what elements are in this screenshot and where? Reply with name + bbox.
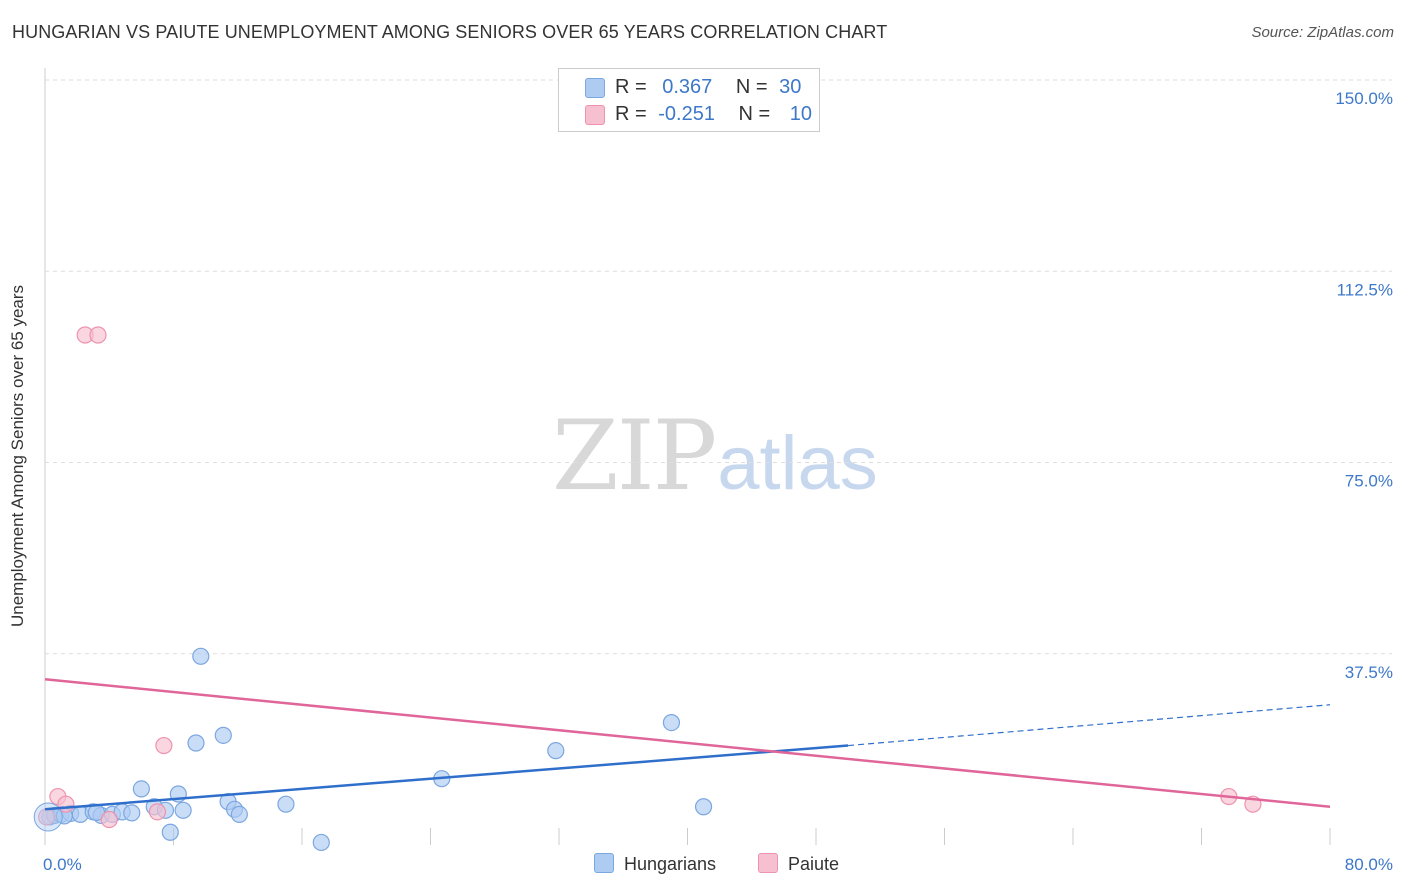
legend-r-value: -0.251 [658,103,715,125]
trend-line-paiute [44,678,1331,808]
legend-r-label: R = [615,103,647,125]
trend-line-hungarians [44,744,849,811]
legend-r-value: 0.367 [662,76,713,98]
bottom-legend-swatch-hungarians [594,853,614,873]
source-label: Source: ZipAtlas.com [1251,24,1394,41]
legend-swatch-paiute [585,105,605,125]
series-paiute [38,326,1262,829]
watermark-zip: ZIP [552,400,717,512]
y-tick-label: 75.0% [1345,472,1393,491]
data-point-hungarians [161,823,179,841]
y-tick-label: 37.5% [1345,663,1393,682]
x-tick-label: 80.0% [1345,855,1393,874]
data-point-hungarians [187,734,205,752]
data-point-hungarians [277,795,295,813]
legend-n-label: N = [735,76,768,98]
data-point-paiute [148,803,167,821]
chart-title: HUNGARIAN VS PAIUTE UNEMPLOYMENT AMONG S… [12,22,888,42]
trend-line-dashed-hungarians [848,704,1331,747]
watermark: ZIPatlas [552,400,878,512]
bottom-legend-label-hungarians: Hungarians [624,854,717,874]
bottom-legend-hungarians: Hungarians [594,852,716,876]
bottom-legend-paiute: Paiute [758,852,839,876]
data-point-hungarians [694,798,713,816]
data-point-hungarians [662,713,681,732]
y-tick-label: 112.5% [1337,280,1393,299]
data-point-hungarians [230,805,248,824]
data-point-paiute [100,810,118,829]
x-tick-label: 0.0% [43,855,82,874]
data-point-hungarians [132,780,150,798]
data-point-hungarians [123,804,141,822]
data-point-hungarians [192,647,210,665]
bottom-legend-label-paiute: Paiute [788,854,840,874]
data-point-hungarians [312,833,330,852]
watermark-atlas: atlas [717,421,878,506]
data-point-hungarians [174,801,192,819]
series-hungarians [41,647,713,852]
legend-swatch-hungarians [585,78,605,98]
y-tick-label: 150.0% [1335,89,1393,108]
data-point-cluster [33,802,63,832]
legend-n-value: 30 [779,76,802,98]
data-point-paiute [155,736,173,755]
legend-r-label: R = [615,76,647,98]
legend-n-label: N = [738,103,771,125]
legend-n-value: 10 [789,103,813,125]
data-point-paiute [89,326,107,344]
data-point-hungarians [214,726,232,744]
bottom-legend-swatch-paiute [758,853,778,873]
data-point-hungarians [547,742,565,760]
correlation-legend: R = 0.367 N = 30 R = -0.251 N = 10 [558,68,820,132]
